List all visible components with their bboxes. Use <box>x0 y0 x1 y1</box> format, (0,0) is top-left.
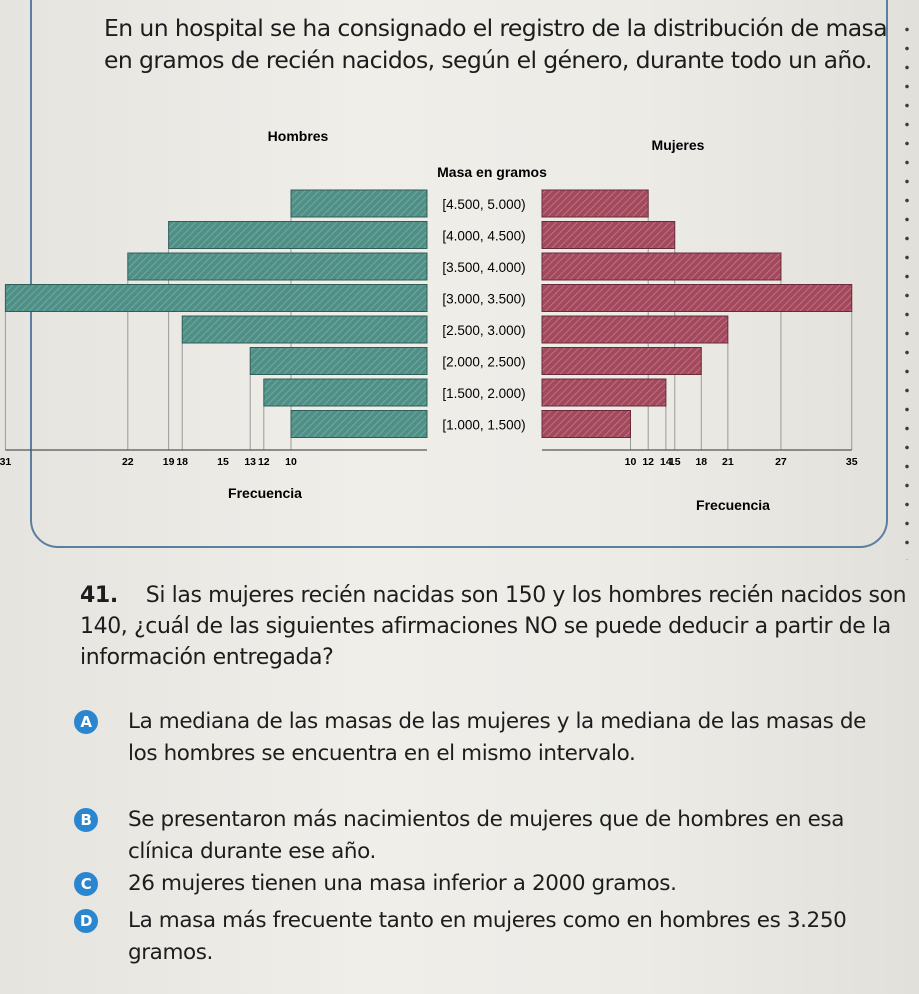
bar-hombres <box>127 252 428 281</box>
bar-hombres <box>168 221 428 249</box>
option-a[interactable]: A La mediana de las masas de las mujeres… <box>74 706 890 770</box>
category-label: [2.500, 3.000) <box>442 323 525 338</box>
category-label: [1.000, 1.500) <box>442 418 525 433</box>
series-name-mujeres: Mujeres <box>652 137 705 153</box>
category-label: [3.000, 3.500) <box>442 292 525 307</box>
option-c[interactable]: C 26 mujeres tienen una masa inferior a … <box>74 868 890 900</box>
left-tick-label: 31 <box>0 456 11 468</box>
bar-hombres <box>181 315 428 344</box>
category-label: [3.500, 4.000) <box>442 260 525 275</box>
category-label: [2.000, 2.500) <box>442 355 525 370</box>
right-tick-label: 21 <box>722 456 734 468</box>
bar-mujeres <box>541 410 631 438</box>
bar-mujeres <box>541 221 676 249</box>
left-tick-label: 15 <box>217 456 229 468</box>
bar-mujeres <box>541 315 729 344</box>
category-label: [4.500, 5.000) <box>442 197 525 212</box>
left-tick-label: 19 <box>163 456 175 468</box>
bar-mujeres <box>541 252 782 281</box>
intro-card <box>30 0 888 548</box>
right-x-axis-label: Frecuencia <box>696 497 770 513</box>
left-tick-label: 10 <box>285 456 297 468</box>
option-b-badge: B <box>74 808 98 832</box>
population-pyramid-chart: [4.500, 5.000) [4.000, 4.500) [3.500, 4.00… <box>0 128 858 513</box>
intro-text: En un hospital se ha consignado el regis… <box>104 14 888 74</box>
left-tick-label: 12 <box>258 456 270 468</box>
option-c-badge: C <box>74 872 98 896</box>
bar-hombres <box>263 378 428 407</box>
left-tick-label: 18 <box>176 456 188 468</box>
bar-mujeres <box>541 284 853 312</box>
right-tick-label: 35 <box>846 456 858 468</box>
right-tick-label: 18 <box>695 456 707 468</box>
bar-hombres <box>4 284 428 312</box>
option-d-text: La masa más frecuente tanto en mujeres c… <box>128 908 847 965</box>
right-tick-label: 12 <box>642 456 654 468</box>
right-tick-label: 27 <box>775 456 787 468</box>
bar-mujeres <box>541 189 649 218</box>
option-b-text: Se presentaron más nacimientos de mujere… <box>128 807 844 864</box>
binding-dots <box>900 20 914 560</box>
option-c-text: 26 mujeres tienen una masa inferior a 20… <box>128 871 677 896</box>
right-tick-label: 14 <box>660 456 672 468</box>
series-name-hombres: Hombres <box>268 128 329 144</box>
option-a-text: La mediana de las masas de las mujeres y… <box>128 709 866 766</box>
right-tick-label: 10 <box>625 456 637 468</box>
bar-mujeres <box>541 347 702 375</box>
question: 41. Si las mujeres recién nacidas son 150… <box>80 580 915 673</box>
question-text: Si las mujeres recién nacidas son 150 y … <box>80 583 907 670</box>
bar-hombres <box>290 410 428 438</box>
option-a-badge: A <box>74 710 98 734</box>
left-tick-label: 13 <box>244 456 256 468</box>
left-tick-label: 22 <box>122 456 134 468</box>
bar-mujeres <box>541 378 667 407</box>
category-label: [1.500, 2.000) <box>442 386 525 401</box>
chart-title: Masa en gramos <box>437 164 547 180</box>
right-tick-label: 15 <box>669 456 681 468</box>
option-d[interactable]: D La masa más frecuente tanto en mujeres… <box>74 905 890 969</box>
question-number: 41. <box>80 583 118 608</box>
category-label: [4.000, 4.500) <box>442 229 525 244</box>
option-b[interactable]: B Se presentaron más nacimientos de muje… <box>74 804 890 868</box>
bar-hombres <box>290 189 428 218</box>
option-d-badge: D <box>74 909 98 933</box>
left-x-axis-label: Frecuencia <box>228 485 302 501</box>
bar-hombres <box>249 347 428 375</box>
